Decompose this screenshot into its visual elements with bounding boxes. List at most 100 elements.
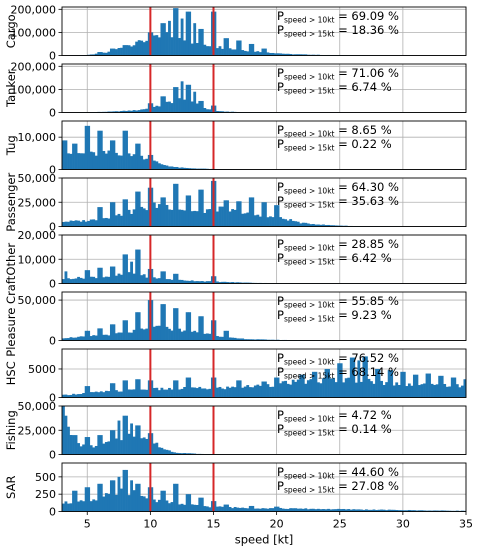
histogram-bar <box>236 380 240 398</box>
histogram-bar <box>130 110 133 113</box>
histogram-bar <box>248 505 252 512</box>
histogram-bar <box>216 281 219 284</box>
histogram-bar <box>155 105 159 113</box>
histogram-bar <box>64 501 68 512</box>
histogram-bar <box>115 494 118 512</box>
histogram-bar <box>236 201 240 227</box>
histogram-bar <box>306 509 310 512</box>
histogram-bar <box>367 378 371 398</box>
histogram-bar <box>180 388 184 398</box>
histogram-bar <box>385 382 389 398</box>
histogram-bar <box>120 274 123 284</box>
histogram-bar <box>233 387 237 398</box>
histogram-bar <box>238 201 242 227</box>
histogram-bar <box>223 389 227 398</box>
histogram-bar <box>115 111 118 113</box>
histogram-bar <box>271 508 275 512</box>
histogram-bar <box>102 334 106 341</box>
histogram-bar <box>163 197 166 227</box>
histogram-bar <box>347 509 351 512</box>
y-axis-label: Other <box>4 243 18 276</box>
x-tick-label: 25 <box>333 518 347 531</box>
histogram-bar <box>418 510 421 512</box>
histogram-bar <box>327 368 330 398</box>
histogram-bar <box>87 437 91 455</box>
histogram-bar <box>213 11 217 56</box>
histogram-bar <box>147 103 151 113</box>
histogram-bar <box>152 160 156 170</box>
histogram-bar <box>213 180 217 227</box>
histogram-bar <box>69 394 73 398</box>
histogram-bar <box>210 320 214 341</box>
histogram-bar <box>157 204 161 227</box>
histogram-bar <box>190 211 194 227</box>
histogram-bar <box>190 453 194 455</box>
histogram-bar <box>304 54 308 56</box>
histogram-bar <box>74 337 78 341</box>
y-axis-label: Pleasure Craft <box>4 275 18 356</box>
histogram-bar <box>367 509 371 512</box>
histogram-bar <box>99 328 103 341</box>
histogram-bar <box>99 267 103 284</box>
histogram-bar <box>87 125 91 170</box>
histogram-bar <box>152 326 156 341</box>
histogram-bar <box>213 501 217 512</box>
histogram-bar <box>365 509 368 512</box>
histogram-bar <box>241 50 245 56</box>
histogram-bar <box>130 332 133 341</box>
histogram-bar <box>102 277 106 284</box>
histogram-bar <box>152 277 156 284</box>
histogram-bar <box>188 11 192 56</box>
histogram-bar <box>175 273 179 284</box>
histogram-bar <box>122 45 126 56</box>
histogram-bar <box>256 339 260 341</box>
histogram-bar <box>92 499 96 512</box>
histogram-bar <box>175 166 179 170</box>
histogram-bar <box>311 508 315 512</box>
histogram-bar <box>238 338 242 341</box>
histogram-bar <box>337 363 341 398</box>
histogram-bar <box>175 452 179 455</box>
histogram-bar <box>132 273 136 284</box>
histogram-bar <box>120 391 123 398</box>
panel-frame <box>61 348 467 398</box>
histogram-bar <box>276 506 280 512</box>
histogram-bar <box>168 387 171 398</box>
histogram-bar <box>208 109 212 113</box>
histogram-bar <box>125 469 128 512</box>
histogram-bar <box>405 386 409 398</box>
histogram-bar <box>281 508 285 512</box>
histogram-bar <box>261 202 265 227</box>
histogram-bar <box>112 48 116 56</box>
histogram-bar <box>195 103 199 113</box>
histogram-bar <box>82 393 86 398</box>
histogram-bar <box>261 339 265 341</box>
y-tick-label: 0 <box>49 335 56 348</box>
histogram-bar <box>87 270 91 284</box>
histogram-bar <box>62 503 65 512</box>
y-tick-label: 0 <box>49 50 56 63</box>
histogram-bar <box>420 510 424 512</box>
histogram-bar <box>74 220 78 227</box>
histogram-bar <box>94 391 98 398</box>
histogram-bar <box>112 140 116 170</box>
x-axis: 5 10 15 20 25 30 35 speed [kt] <box>84 511 473 547</box>
histogram-bar <box>170 166 174 170</box>
histogram-bar <box>198 497 202 512</box>
histogram-bar <box>135 425 139 455</box>
histogram-bar <box>213 105 217 113</box>
histogram-bar <box>238 40 242 56</box>
histogram-bar <box>104 217 108 227</box>
panel-hsc: 0 5000 HSC Pspeed > 10kt = 76.52 %Pspeed > … <box>4 348 467 405</box>
histogram-bar <box>142 329 146 341</box>
histogram-bar <box>370 509 373 512</box>
histogram-bar <box>175 8 179 56</box>
y-tick-label: 0 <box>49 221 56 234</box>
histogram-bar <box>157 163 161 170</box>
histogram-bar <box>372 509 376 512</box>
histogram-bar <box>210 377 214 398</box>
histogram-bar <box>72 278 75 284</box>
histogram-bar <box>231 386 234 398</box>
histogram-bar <box>109 383 113 398</box>
histogram-bar <box>142 109 146 113</box>
